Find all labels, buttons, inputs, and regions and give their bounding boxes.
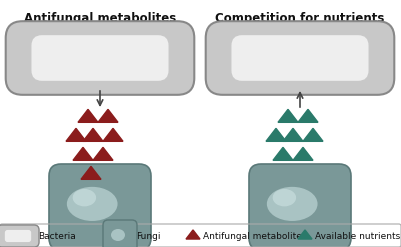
Text: Antifungal metabolites: Antifungal metabolites <box>24 12 176 25</box>
FancyBboxPatch shape <box>231 35 369 81</box>
Polygon shape <box>81 166 101 179</box>
Ellipse shape <box>267 187 318 221</box>
Polygon shape <box>298 230 312 239</box>
Text: Competition for nutrients: Competition for nutrients <box>215 12 385 25</box>
Polygon shape <box>273 147 293 160</box>
FancyBboxPatch shape <box>0 225 39 247</box>
Polygon shape <box>186 230 200 239</box>
FancyBboxPatch shape <box>5 230 31 242</box>
Text: Antifungal metabolites: Antifungal metabolites <box>203 231 306 241</box>
Text: Bacteria: Bacteria <box>38 231 76 241</box>
Polygon shape <box>278 109 298 122</box>
FancyBboxPatch shape <box>6 21 194 95</box>
Ellipse shape <box>111 229 125 241</box>
Polygon shape <box>303 128 323 141</box>
Text: Fungi: Fungi <box>136 231 160 241</box>
Ellipse shape <box>67 187 117 221</box>
Polygon shape <box>98 109 118 122</box>
Ellipse shape <box>273 189 296 206</box>
Polygon shape <box>298 109 318 122</box>
Polygon shape <box>93 147 113 160</box>
FancyBboxPatch shape <box>103 220 137 247</box>
Polygon shape <box>78 109 98 122</box>
Polygon shape <box>66 128 86 141</box>
Polygon shape <box>266 128 286 141</box>
Polygon shape <box>293 147 313 160</box>
Ellipse shape <box>73 189 96 206</box>
FancyBboxPatch shape <box>49 164 151 247</box>
FancyBboxPatch shape <box>249 164 351 247</box>
Text: Available nutrients: Available nutrients <box>315 231 400 241</box>
Polygon shape <box>283 128 303 141</box>
Polygon shape <box>103 128 123 141</box>
FancyBboxPatch shape <box>206 21 394 95</box>
Polygon shape <box>83 128 103 141</box>
Polygon shape <box>73 147 93 160</box>
FancyBboxPatch shape <box>31 35 168 81</box>
